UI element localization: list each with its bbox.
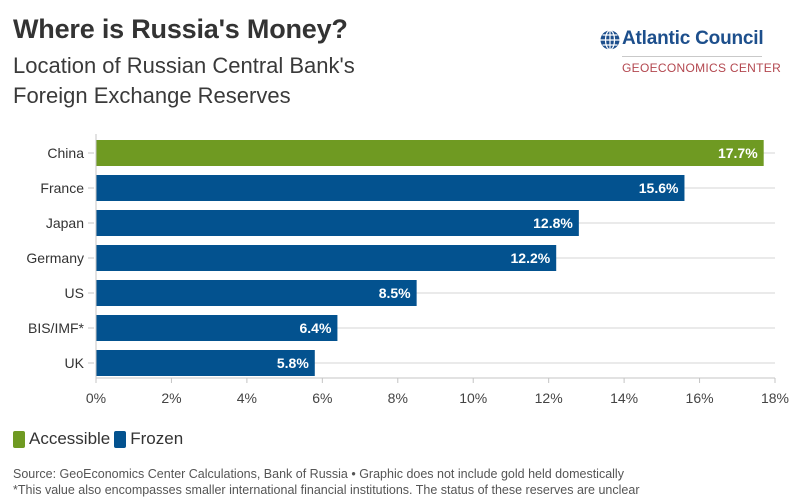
value-label: 12.2% [511,250,551,266]
legend-swatch-accessible [13,430,25,448]
category-label: BIS/IMF* [28,320,85,336]
legend-item-frozen: Frozen [114,429,183,449]
footer-notes: Source: GeoEconomics Center Calculations… [13,466,639,498]
value-label: 17.7% [718,145,758,161]
atlantic-council-logo: Atlantic Council GEOECONOMICS CENTER [600,28,782,78]
value-label: 15.6% [639,180,679,196]
legend-label-accessible: Accessible [29,429,111,448]
logo-divider [622,56,762,57]
bar-us [96,280,417,306]
value-label: 12.8% [533,215,573,231]
bar-france [96,175,685,201]
x-tick-label: 8% [388,390,408,406]
x-tick-label: 12% [535,390,563,406]
logo-subtitle: GEOECONOMICS CENTER [622,61,782,75]
subtitle-line-1: Location of Russian Central Bank's [13,53,355,78]
legend-item-accessible: Accessible [13,429,110,449]
bar-bis-imf [96,315,338,341]
footnote: *This value also encompasses smaller int… [13,483,640,497]
category-label: France [40,180,84,196]
legend: Accessible Frozen [13,429,187,449]
x-tick-label: 10% [459,390,487,406]
x-tick-label: 6% [312,390,332,406]
bar-japan [96,210,579,236]
logo-name: Atlantic Council [622,28,764,49]
legend-label-frozen: Frozen [130,429,184,448]
globe-icon [600,30,620,50]
bar-germany [96,245,557,271]
bar-uk [96,350,315,376]
category-label: Japan [46,215,84,231]
value-label: 5.8% [277,355,309,371]
subtitle-line-2: Foreign Exchange Reserves [13,83,291,108]
chart-subtitle: Location of Russian Central Bank's Forei… [13,51,393,111]
x-tick-label: 14% [610,390,638,406]
x-tick-label: 18% [761,390,789,406]
category-labels: China France Japan Germany US BIS/IMF* UK [26,145,94,371]
x-tick-label: 0% [86,390,106,406]
category-label: China [47,145,84,161]
bars: 17.7% 15.6% 12.8% 12.2% 8.5% 6.4% 5.8% [96,140,764,376]
category-label: US [65,285,84,301]
bar-china [96,140,764,166]
x-tick-label: 16% [686,390,714,406]
category-label: Germany [26,250,84,266]
chart-title: Where is Russia's Money? [13,14,348,44]
value-label: 6.4% [300,320,332,336]
bar-chart: 17.7% 15.6% 12.8% 12.2% 8.5% 6.4% 5.8% 0% 2% 4% 6… [26,134,789,406]
value-label: 8.5% [379,285,411,301]
x-tick-label: 4% [237,390,257,406]
legend-swatch-frozen [114,430,127,448]
category-label: UK [65,355,85,371]
source-note: Source: GeoEconomics Center Calculations… [13,467,624,481]
x-tick-label: 2% [161,390,181,406]
x-axis: 0% 2% 4% 6% 8% 10% 12% 14% 16% 18% [86,134,789,406]
